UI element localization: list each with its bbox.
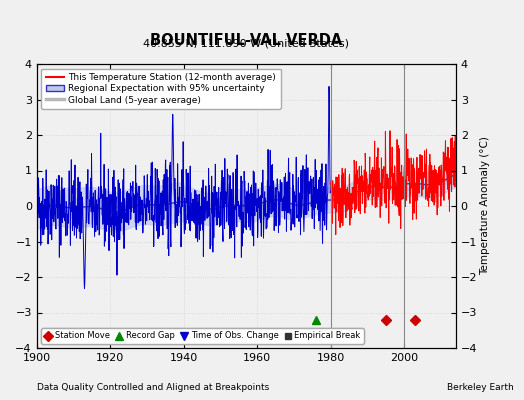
Text: Data Quality Controlled and Aligned at Breakpoints: Data Quality Controlled and Aligned at B… — [37, 383, 269, 392]
Text: Berkeley Earth: Berkeley Earth — [447, 383, 514, 392]
Text: 40.855 N, 111.890 W (United States): 40.855 N, 111.890 W (United States) — [143, 39, 350, 49]
Y-axis label: Temperature Anomaly (°C): Temperature Anomaly (°C) — [480, 136, 490, 276]
Title: BOUNTIFUL-VAL VERDA: BOUNTIFUL-VAL VERDA — [150, 32, 342, 48]
Legend: Station Move, Record Gap, Time of Obs. Change, Empirical Break: Station Move, Record Gap, Time of Obs. C… — [41, 328, 364, 344]
